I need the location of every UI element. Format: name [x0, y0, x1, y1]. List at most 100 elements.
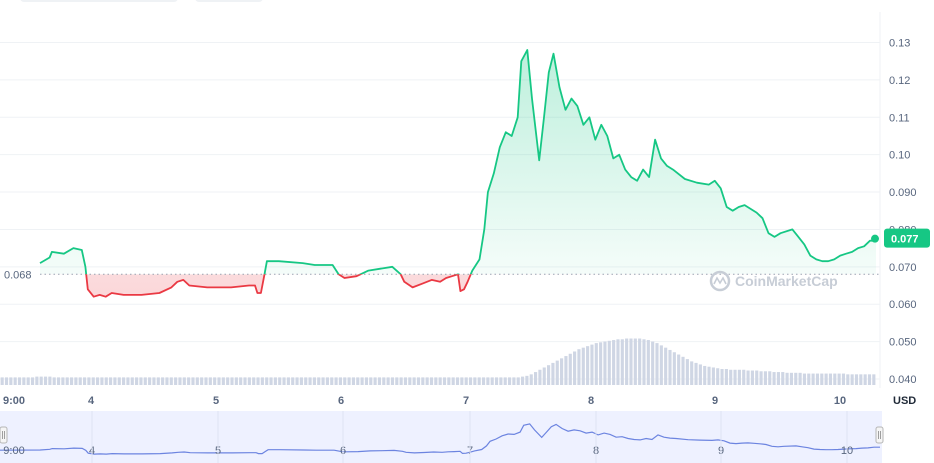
volume-bar [390, 377, 395, 385]
volume-bar [581, 347, 585, 385]
volume-bar [520, 376, 525, 385]
volume-bar [295, 377, 299, 385]
volume-bar [590, 344, 594, 385]
volume-bar [599, 342, 603, 385]
volume-bar [490, 377, 494, 385]
volume-bar [30, 377, 35, 385]
volume-bar [13, 377, 17, 385]
volume-bar [625, 338, 629, 385]
volume-bar [794, 372, 798, 385]
volume-bar [534, 372, 538, 385]
volume-bar [130, 377, 134, 385]
volume-bar [113, 377, 117, 385]
volume-bar [573, 351, 577, 385]
volume-bar [828, 373, 833, 385]
volume-bar [104, 377, 108, 385]
volume-bar [468, 377, 473, 385]
volume-bar [729, 369, 733, 385]
volume-bar [291, 377, 295, 385]
volume-bar [360, 377, 364, 385]
volume-bar [100, 377, 104, 385]
volume-bar [351, 377, 356, 385]
volume-bar [191, 377, 195, 385]
volume-bars [0, 338, 876, 385]
volume-bar [681, 356, 685, 385]
volume-bar [429, 377, 434, 385]
volume-bar [455, 377, 460, 385]
price-line-down [85, 274, 472, 298]
volume-bar [78, 377, 82, 385]
volume-bar [373, 377, 377, 385]
volume-bar [807, 373, 811, 385]
volume-bar [555, 360, 559, 385]
volume-bar [620, 339, 624, 385]
volume-bar [321, 377, 325, 385]
navigator-handle-left[interactable] [0, 426, 8, 444]
volume-bar [677, 354, 681, 385]
volume-bar [299, 377, 303, 385]
volume-bar [412, 377, 416, 385]
volume-bar [169, 377, 173, 385]
volume-bar [312, 377, 316, 385]
volume-bar [833, 373, 837, 385]
volume-bar [820, 373, 824, 385]
navigator-line [0, 423, 880, 455]
volume-bar [629, 338, 633, 385]
volume-bar [56, 377, 61, 385]
navigator-handle-right[interactable] [875, 426, 884, 444]
volume-bar [859, 374, 863, 385]
volume-bar [9, 377, 13, 385]
volume-bar [256, 377, 260, 385]
volume-bar [230, 377, 234, 385]
x-tick-label: 9:00 [3, 395, 25, 407]
watermark-text: CoinMarketCap [735, 273, 838, 289]
volume-bar [135, 377, 139, 385]
volume-bar [278, 377, 282, 385]
volume-bar [525, 375, 529, 385]
volume-bar [841, 373, 846, 385]
volume-bar [724, 369, 728, 385]
volume-bar [161, 377, 165, 385]
volume-bar [347, 377, 351, 385]
volume-bar [594, 343, 598, 385]
volume-bar [399, 377, 403, 385]
volume-bar [243, 377, 247, 385]
volume-bar [664, 347, 668, 385]
volume-bar [564, 356, 568, 385]
volume-bar [434, 377, 438, 385]
price-area-fills [40, 50, 876, 297]
volume-bar [447, 377, 451, 385]
volume-bar [395, 377, 399, 385]
volume-bar [282, 377, 286, 385]
volume-bar [226, 377, 230, 385]
volume-bar [815, 373, 820, 385]
volume-bar [438, 377, 442, 385]
toolbar-stub-2[interactable] [195, 0, 263, 2]
volume-bar [217, 377, 221, 385]
volume-bar [122, 377, 126, 385]
volume-bar [772, 372, 776, 385]
volume-bar [117, 377, 121, 385]
x-tick-label: 6 [338, 395, 344, 407]
reference-label: 0.068 [4, 269, 32, 281]
volume-bar [481, 377, 486, 385]
volume-bar [369, 377, 373, 385]
volume-bar [802, 373, 807, 385]
current-price-dot [871, 234, 879, 243]
volume-bar [26, 377, 30, 385]
y-tick-label: 0.10 [889, 150, 910, 162]
volume-bar [416, 377, 421, 385]
volume-bar [507, 377, 512, 385]
volume-bar [208, 377, 212, 385]
volume-bar [798, 372, 802, 385]
volume-bar [442, 377, 447, 385]
volume-bar [139, 377, 143, 385]
volume-bar [421, 377, 425, 385]
toolbar-stub-1[interactable] [20, 0, 178, 2]
volume-bar [494, 377, 499, 385]
volume-bar [824, 373, 828, 385]
volume-bar [568, 353, 572, 385]
volume-bar [811, 373, 815, 385]
volume-bar [87, 377, 91, 385]
